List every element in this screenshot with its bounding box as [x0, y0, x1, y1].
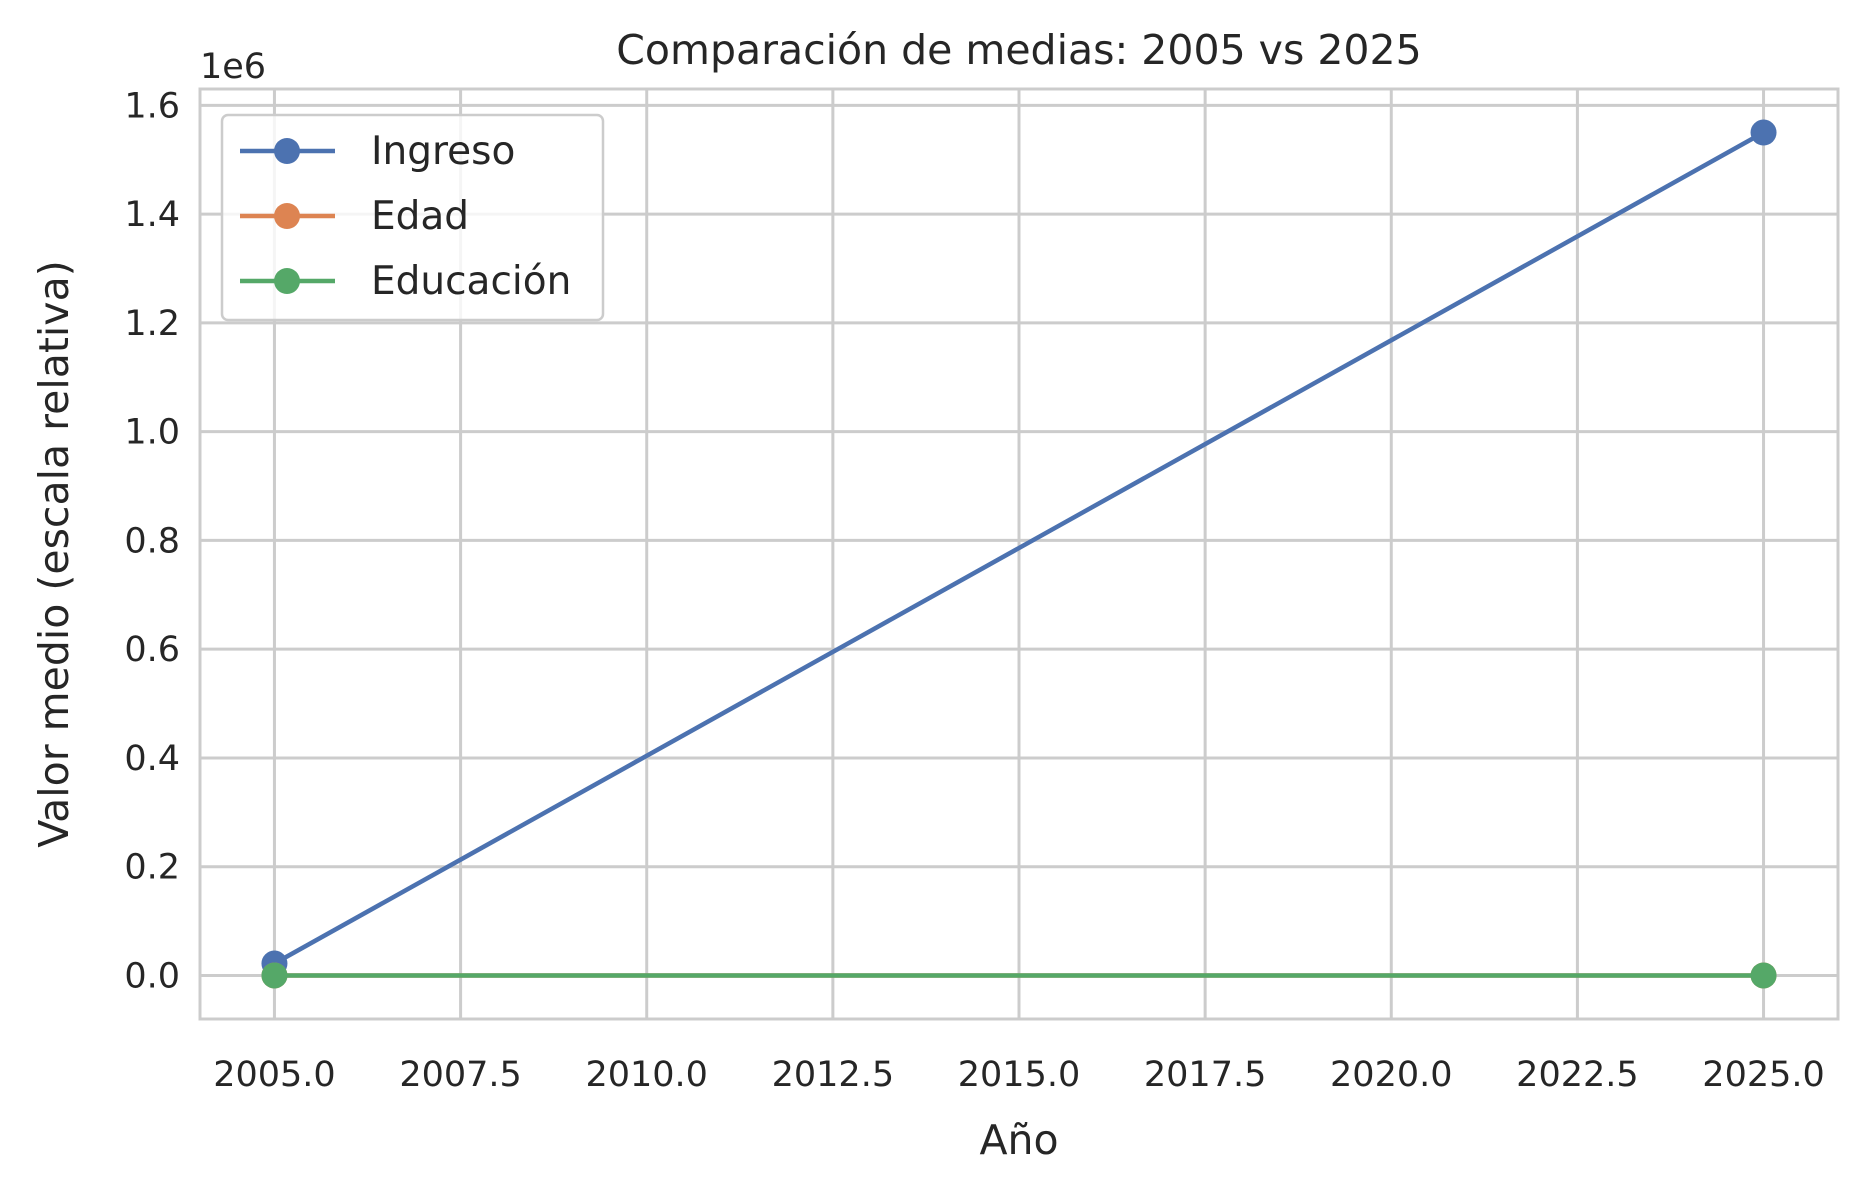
x-tick-label-3: 2012.5: [772, 1055, 894, 1095]
x-tick-label-0: 2005.0: [213, 1055, 335, 1095]
legend-label-edad: Edad: [371, 194, 469, 239]
y-tick-label-0: 0.0: [124, 956, 180, 996]
x-tick-label-2: 2010.0: [585, 1055, 707, 1095]
x-tick-label-4: 2015.0: [958, 1055, 1080, 1095]
y-tick-label-7: 1.4: [124, 195, 180, 235]
legend-marker-edad: [274, 203, 300, 229]
series-layer: [261, 119, 1777, 989]
y-tick-label-4: 0.8: [124, 521, 180, 561]
y-tick-label-1: 0.2: [124, 848, 180, 888]
x-tick-labels: 2005.0 2007.5 2010.0 2012.5 2015.0 2017.5 2020…: [213, 1055, 1825, 1095]
legend-label-ingreso: Ingreso: [371, 129, 515, 174]
point-educacion-2005: [261, 962, 288, 989]
y-axis-label: Valor medio (escala relativa): [30, 260, 78, 847]
x-tick-label-8: 2025.0: [1702, 1055, 1824, 1095]
x-axis-label: Año: [979, 1116, 1058, 1164]
legend: Ingreso Edad Educación: [220, 113, 605, 322]
y-axis-offset-label: 1e6: [200, 47, 266, 87]
legend-marker-ingreso: [274, 138, 300, 164]
plot-area-frame: [198, 87, 1840, 1021]
series-line-ingreso: [273, 130, 1765, 966]
y-tick-labels: 0.0 0.2 0.4 0.6 0.8 1.0 1.2 1.4 1.6: [124, 86, 180, 996]
legend-marker-educacion: [274, 268, 300, 294]
y-tick-label-5: 1.0: [124, 413, 180, 453]
chart-title: Comparación de medias: 2005 vs 2025: [616, 26, 1421, 74]
legend-label-educacion: Educación: [371, 259, 571, 304]
y-tick-label-2: 0.4: [124, 739, 180, 779]
point-educacion-2025: [1750, 962, 1777, 989]
legend-box: [220, 113, 605, 322]
y-tick-label-3: 0.6: [124, 630, 180, 670]
y-tick-label-6: 1.2: [124, 304, 180, 344]
x-tick-label-1: 2007.5: [399, 1055, 521, 1095]
x-tick-label-6: 2020.0: [1330, 1055, 1452, 1095]
point-ingreso-2025: [1750, 119, 1777, 146]
x-tick-label-5: 2017.5: [1144, 1055, 1266, 1095]
x-tick-label-7: 2022.5: [1516, 1055, 1638, 1095]
y-tick-label-8: 1.6: [124, 86, 180, 126]
